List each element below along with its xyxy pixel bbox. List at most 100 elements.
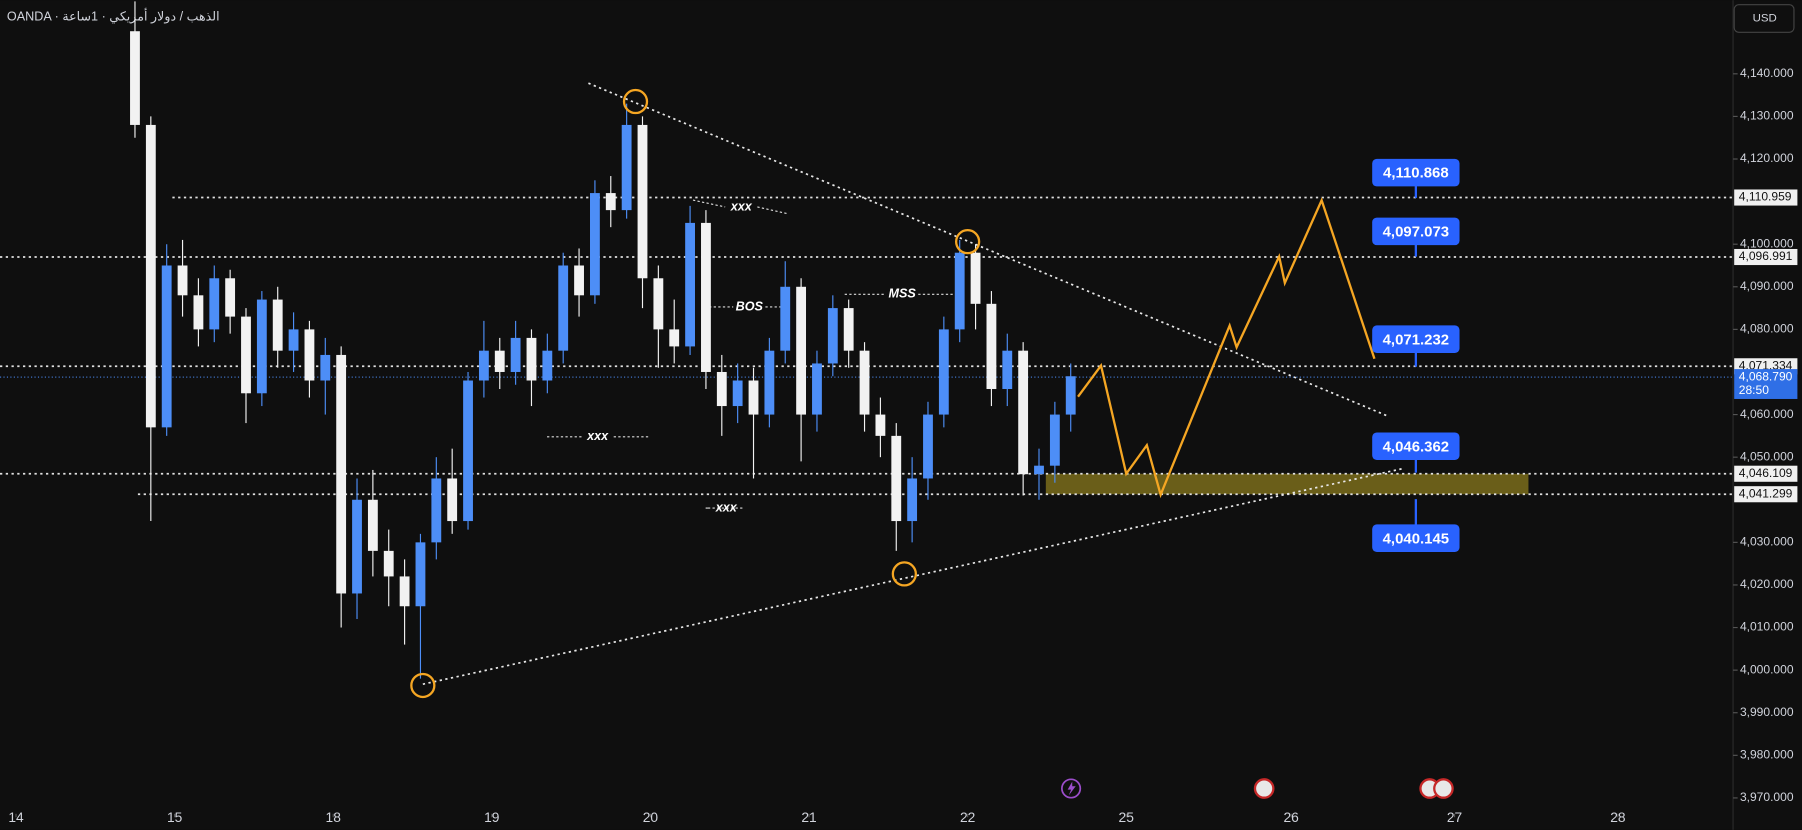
candle-body (827, 308, 838, 364)
annotation-line (692, 199, 726, 208)
candle-body (272, 299, 283, 351)
candle-body (938, 329, 949, 415)
annotation-line (757, 206, 789, 215)
level-label: 4,096.991 (1739, 249, 1793, 263)
candle-body (907, 478, 918, 522)
pivot-marker (954, 228, 981, 255)
x-tick-label: 22 (960, 810, 975, 825)
last-price-box (1734, 369, 1798, 399)
y-tick-label: 3,990.000 (1740, 705, 1794, 719)
event-icon-bolt (1067, 781, 1076, 796)
candle-body (637, 124, 648, 279)
target-box (1372, 158, 1460, 187)
pivot-marker (410, 672, 436, 699)
target-box (1372, 432, 1460, 461)
candle-body (177, 265, 188, 296)
candle-body (970, 252, 981, 304)
x-tick-label: 20 (643, 810, 659, 825)
y-tick-label: 3,980.000 (1740, 748, 1794, 762)
y-tick-label: 4,090.000 (1740, 279, 1794, 293)
candle-body (304, 329, 315, 381)
x-tick-label: 28 (1610, 810, 1626, 825)
candle-body (986, 303, 997, 390)
candle-body (701, 222, 711, 372)
currency-button[interactable] (1733, 4, 1795, 33)
us-flag-icon[interactable] (1433, 778, 1454, 799)
candle-body (653, 278, 664, 330)
candle-body (494, 350, 505, 372)
candle-body (1049, 414, 1060, 466)
y-tick-label: 4,030.000 (1740, 535, 1794, 549)
x-tick-label: 27 (1447, 810, 1462, 825)
target-label: 4,097.073 (1383, 223, 1449, 240)
candle-body (415, 542, 426, 607)
x-tick-label: 18 (326, 810, 342, 825)
x-tick-label: 21 (801, 810, 816, 825)
candle-body (399, 576, 410, 607)
candle-body (383, 550, 394, 577)
countdown-label: 28:50 (1739, 383, 1769, 397)
y-tick-label: 4,100.000 (1740, 236, 1794, 250)
candle-body (812, 363, 822, 415)
candle-body (764, 350, 775, 415)
target-box (1372, 325, 1460, 353)
pivot-marker (891, 561, 917, 587)
annotation: xxx (730, 199, 753, 213)
pivot-marker (622, 88, 649, 115)
candle-body (367, 499, 378, 551)
candle-body (574, 265, 584, 296)
candle-body (145, 124, 156, 428)
x-tick-label: 25 (1119, 810, 1135, 825)
candle-body (954, 252, 965, 330)
y-tick-label: 4,060.000 (1740, 407, 1794, 421)
x-tick-label: 26 (1284, 810, 1300, 825)
candle-body (875, 414, 886, 436)
candle-body (558, 265, 569, 351)
y-tick-label: 4,020.000 (1740, 577, 1794, 591)
level-label-box (1734, 248, 1798, 266)
candle-body (1034, 465, 1044, 475)
projection-path (1077, 197, 1376, 499)
level-label: 4,071.334 (1739, 358, 1793, 372)
candle-body (1002, 350, 1013, 390)
candle-body (130, 31, 140, 125)
us-flag-icon[interactable] (1253, 778, 1275, 799)
event-icon[interactable] (1061, 778, 1082, 799)
zone (1045, 473, 1529, 495)
candle-body (463, 380, 473, 522)
candle-body (447, 478, 458, 522)
level-label: 4,110.959 (1739, 190, 1792, 204)
candle-body (843, 308, 854, 351)
y-tick-label: 4,080.000 (1740, 322, 1794, 336)
candle-body (336, 354, 347, 594)
level-label-box (1734, 189, 1798, 206)
target-label: 4,071.232 (1383, 331, 1449, 348)
candle-body (621, 124, 632, 211)
candle-body (891, 435, 902, 522)
annotation: xxx (586, 429, 609, 443)
candle-body (1065, 376, 1076, 415)
target-box (1372, 217, 1460, 246)
candle-body (526, 337, 537, 381)
candle-body (780, 286, 791, 351)
level-label: 4,046.109 (1739, 466, 1793, 480)
candle-body (732, 380, 743, 407)
trend-line (422, 467, 1405, 686)
trend-line (588, 82, 1389, 418)
y-tick-label: 4,050.000 (1740, 449, 1794, 463)
y-tick-label: 3,970.000 (1740, 790, 1794, 804)
candle-body (590, 193, 600, 296)
candle-body (748, 380, 759, 415)
candle-body (669, 329, 680, 347)
annotation: BOS (736, 299, 764, 313)
x-tick-label: 15 (167, 810, 183, 825)
candle-body (352, 499, 362, 594)
x-tick-label: 14 (8, 810, 24, 825)
currency-label[interactable]: USD (1753, 13, 1777, 25)
target-box (1372, 524, 1460, 553)
candle-body (225, 278, 236, 317)
y-tick-label: 4,120.000 (1740, 151, 1794, 165)
annotation: MSS (888, 287, 916, 301)
target-label: 4,040.145 (1383, 530, 1449, 547)
candle-body (478, 350, 489, 381)
